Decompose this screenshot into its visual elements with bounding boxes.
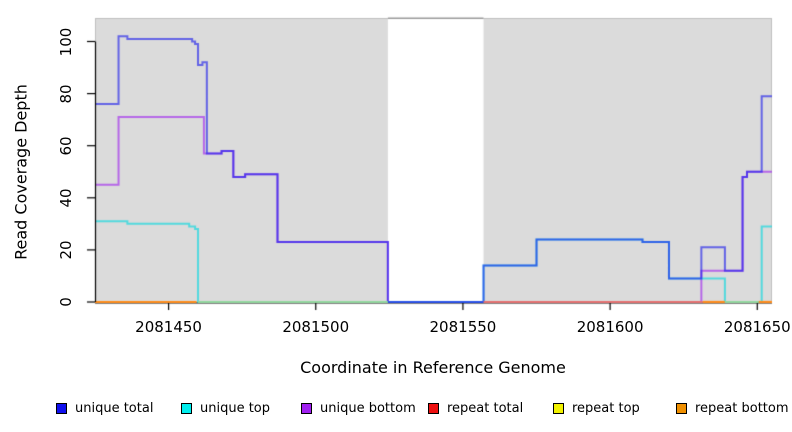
x-tick-label: 2081550: [429, 318, 497, 336]
legend-label: repeat total: [447, 400, 524, 416]
y-axis-title: Read Coverage Depth: [11, 84, 31, 260]
y-tick-label: 100: [57, 27, 75, 56]
x-tick-label: 2081650: [723, 318, 791, 336]
legend-swatch-icon: [56, 402, 67, 414]
legend-label: repeat top: [572, 400, 640, 416]
legend-item-unique-total: unique total: [56, 400, 154, 416]
x-tick-label: 2081500: [282, 318, 350, 336]
x-tick-label: 2081600: [576, 318, 644, 336]
legend-item-unique-top: unique top: [181, 400, 271, 416]
legend-label: unique top: [200, 400, 271, 416]
y-tick-label: 60: [57, 136, 75, 156]
legend-swatch-icon: [428, 402, 439, 414]
y-tick-label: 40: [57, 188, 75, 208]
legend-item-repeat-total: repeat total: [428, 400, 524, 416]
legend-item-repeat-top: repeat top: [553, 400, 640, 416]
y-tick-label: 0: [57, 297, 75, 307]
legend-label: unique total: [75, 400, 154, 416]
legend-swatch-icon: [301, 402, 312, 414]
legend-item-repeat-bottom: repeat bottom: [676, 400, 789, 416]
legend-label: unique bottom: [320, 400, 416, 416]
legend-swatch-icon: [181, 402, 192, 414]
legend-label: repeat bottom: [695, 400, 789, 416]
legend-swatch-icon: [676, 402, 687, 414]
y-tick-label: 20: [57, 240, 75, 260]
y-tick-label: 80: [57, 84, 75, 104]
x-tick-label: 2081450: [135, 318, 202, 336]
legend-swatch-icon: [553, 402, 564, 414]
x-axis-title: Coordinate in Reference Genome: [300, 358, 566, 377]
legend-item-unique-bottom: unique bottom: [301, 400, 416, 416]
